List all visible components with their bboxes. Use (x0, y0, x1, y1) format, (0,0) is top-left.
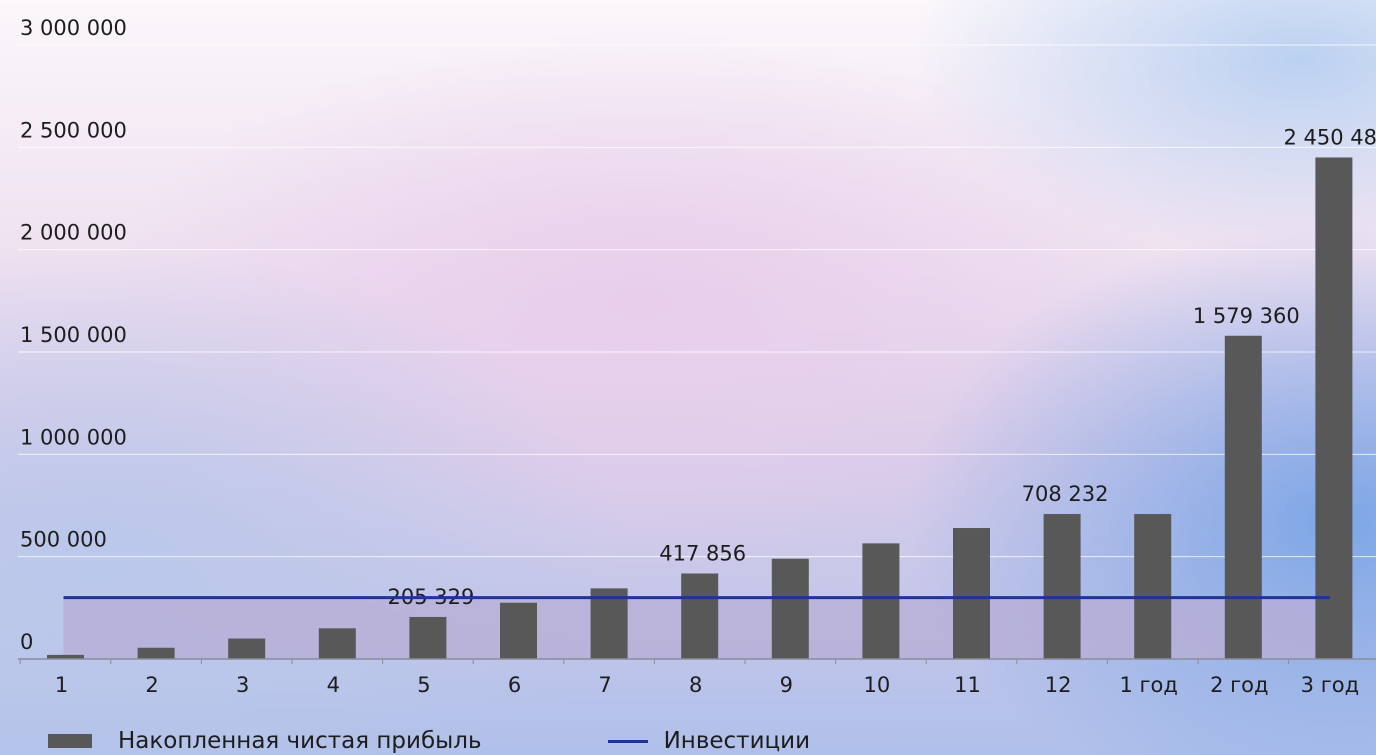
bar-data-label: 2 450 488 (1283, 125, 1376, 149)
profit-bar (1134, 514, 1172, 659)
y-tick-label: 2 000 000 (20, 221, 127, 245)
profit-bar (409, 616, 447, 659)
y-tick-label: 2 500 000 (20, 118, 127, 142)
cumulative-profit-chart: 0 500 000 1 000 000 1 500 000 2 000 000 2 500… (18, 16, 1376, 697)
y-tick-label: 1 000 000 (20, 425, 127, 449)
y-tick-label: 1 500 000 (20, 323, 127, 347)
bar-data-label: 417 856 (659, 541, 746, 565)
profit-bar (137, 647, 175, 659)
x-tick-label: 1 год (1119, 673, 1177, 697)
legend-line-swatch (607, 739, 648, 743)
profit-bar (681, 573, 719, 659)
x-tick-label: 2 (145, 673, 158, 697)
legend-item-investments: Инвестиции (607, 728, 811, 754)
profit-bar (318, 628, 356, 659)
legend-item-profit: Накопленная чистая прибыль (48, 728, 482, 754)
profit-bar (228, 638, 266, 659)
x-tick-label: 12 (1045, 673, 1072, 697)
chart-legend: Накопленная чистая прибыль Инвестиции (48, 728, 936, 754)
x-tick-label: 7 (598, 673, 611, 697)
x-tick-label: 3 год (1301, 673, 1359, 697)
bar-data-label: 1 579 360 (1193, 304, 1300, 328)
profit-bar (500, 602, 537, 659)
legend-investments-label: Инвестиции (663, 728, 811, 754)
x-tick-label: 10 (864, 673, 891, 697)
profit-bar (1224, 335, 1262, 659)
x-tick-label: 2 год (1210, 673, 1268, 697)
x-tick-label: 9 (780, 673, 793, 697)
profit-bar (862, 543, 900, 659)
profit-bar (590, 588, 628, 659)
profit-bar (1315, 157, 1353, 659)
profit-bar (953, 528, 990, 659)
x-tick-label: 5 (417, 673, 430, 697)
x-tick-label: 8 (689, 673, 702, 697)
y-tick-label: 500 000 (20, 528, 107, 552)
x-tick-label: 11 (954, 673, 981, 697)
profit-bar (1043, 514, 1081, 659)
x-tick-label: 1 (55, 673, 68, 697)
profit-bar (771, 558, 809, 659)
y-tick-label: 3 000 000 (20, 16, 127, 40)
y-tick-label: 0 (20, 630, 33, 654)
legend-profit-label: Накопленная чистая прибыль (118, 728, 482, 754)
bar-data-label: 708 232 (1022, 482, 1109, 506)
x-tick-label: 3 (236, 673, 249, 697)
x-tick-label: 4 (327, 673, 340, 697)
x-tick-label: 6 (508, 673, 521, 697)
profit-bar (47, 654, 84, 659)
legend-bar-swatch (48, 734, 92, 748)
